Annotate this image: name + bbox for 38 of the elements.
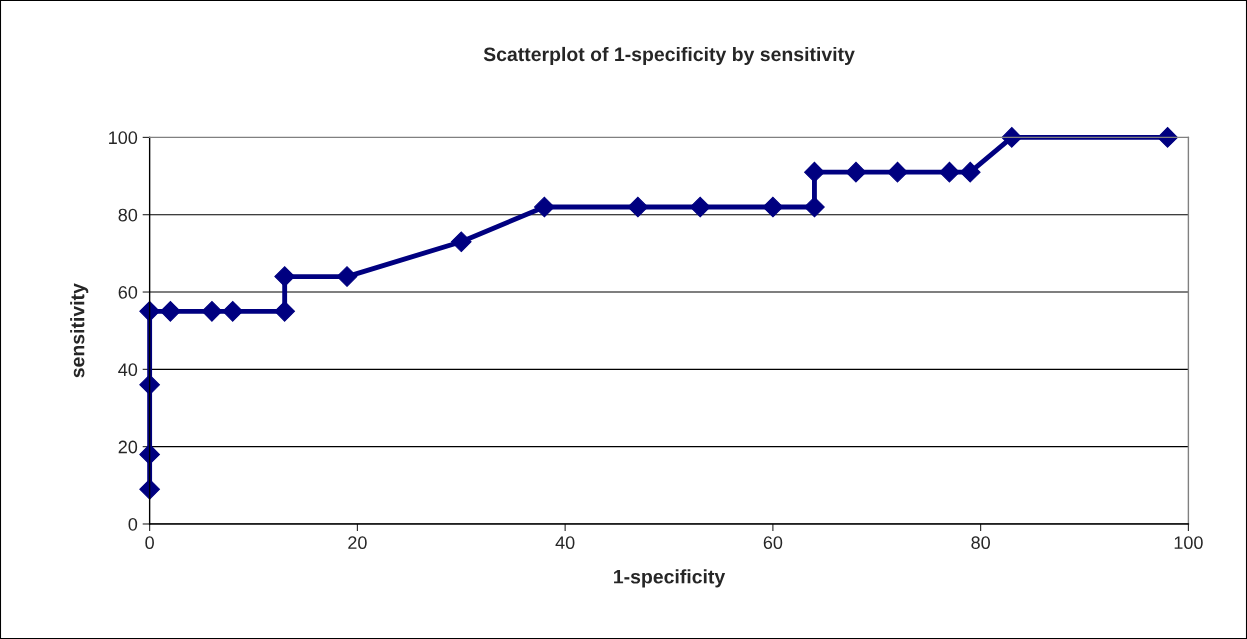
y-tick-label: 0 xyxy=(128,517,138,531)
point xyxy=(139,478,160,500)
point xyxy=(845,161,867,183)
y-tick-label: 60 xyxy=(118,285,138,299)
point xyxy=(959,161,981,183)
point xyxy=(887,161,908,183)
y-tick-label: 40 xyxy=(118,363,138,377)
point xyxy=(1001,127,1023,148)
x-tick-label: 20 xyxy=(348,536,367,550)
point xyxy=(139,444,160,465)
point xyxy=(804,161,825,183)
y-tick-label: 20 xyxy=(118,440,138,454)
x-tick-label: 100 xyxy=(1174,536,1203,550)
point xyxy=(450,231,472,253)
point xyxy=(222,301,244,322)
point xyxy=(274,266,296,287)
point xyxy=(534,196,555,218)
point xyxy=(1157,127,1178,148)
point xyxy=(139,374,160,396)
y-tick-label: 80 xyxy=(118,208,138,222)
x-tick-label: 80 xyxy=(971,536,990,550)
y-tick-label: 100 xyxy=(109,131,138,145)
point xyxy=(160,301,181,322)
x-tick-label: 40 xyxy=(555,536,575,550)
point xyxy=(139,301,160,322)
point xyxy=(627,196,649,218)
y-axis-title: sensitivity xyxy=(70,283,89,378)
point xyxy=(762,196,784,218)
x-tick-label: 60 xyxy=(763,536,783,550)
point xyxy=(274,301,296,322)
point xyxy=(689,196,711,218)
point xyxy=(939,161,960,183)
chart-title: Scatterplot of 1-specificity by sensitivity xyxy=(483,46,855,66)
x-axis-title: 1-specificity xyxy=(614,569,726,588)
point xyxy=(804,196,825,218)
x-tick-label: 0 xyxy=(145,536,154,550)
point xyxy=(336,266,358,287)
point xyxy=(201,301,223,322)
